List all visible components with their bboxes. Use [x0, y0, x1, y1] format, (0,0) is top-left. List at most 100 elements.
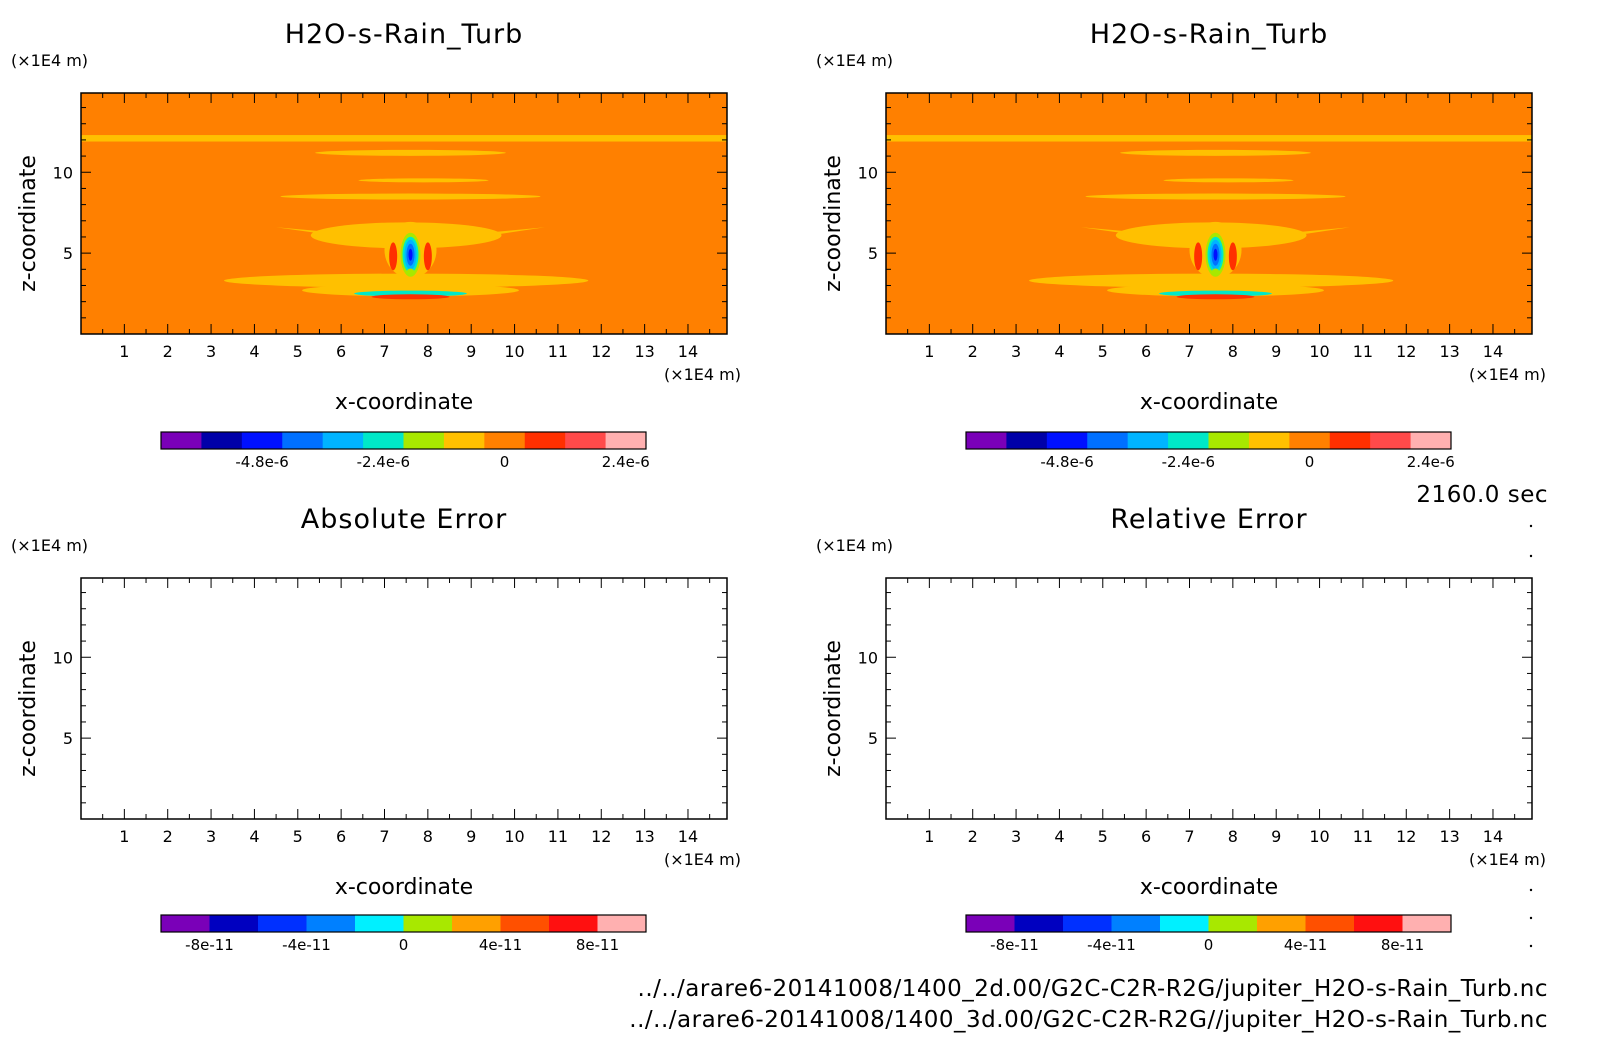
colorbar-swatch	[403, 432, 445, 449]
panel-title: Absolute Error	[301, 504, 507, 535]
x-tick-label: 5	[1098, 342, 1108, 361]
colorbar-frame	[160, 431, 647, 450]
layer-band	[315, 149, 506, 156]
x-unit-label: (×1E4 m)	[664, 365, 741, 384]
colorbar-swatch	[161, 915, 210, 932]
outflow-region	[1029, 273, 1394, 288]
cell-pos-lobe	[423, 242, 432, 271]
x-tick-label: 13	[1439, 827, 1459, 846]
margin-dot	[1529, 916, 1533, 920]
x-tick-label: 14	[1483, 342, 1503, 361]
panel-2: H2O-s-Rain_Turb(×1E4 m)(×1E4 m)1 2 3 4 5 6 7 8 9…	[816, 19, 1546, 471]
y-tick-label: 5	[63, 729, 73, 748]
y-axis-label: z-coordinate	[16, 155, 41, 292]
x-tick-label: 1	[119, 342, 129, 361]
colorbar-swatch	[1046, 432, 1088, 449]
plot-frame	[80, 577, 728, 820]
colorbar-swatch	[403, 915, 453, 932]
margin-dot	[1529, 860, 1533, 864]
y-tick-label: 5	[63, 244, 73, 263]
colorbar-tick-label: 2.4e-6	[1407, 453, 1455, 471]
colorbar-tick-label: -8e-11	[185, 936, 234, 954]
margin-dot	[1529, 888, 1533, 892]
margin-dot	[1529, 944, 1533, 948]
x-tick-label: 6	[1141, 342, 1151, 361]
y-axis-label: z-coordinate	[821, 640, 846, 777]
x-tick-label: 9	[1271, 827, 1281, 846]
x-tick-label: 9	[466, 827, 476, 846]
x-tick-label: 9	[466, 342, 476, 361]
colorbar-swatch	[1006, 432, 1048, 449]
x-tick-label: 12	[591, 342, 611, 361]
colorbar-swatch	[966, 432, 1007, 449]
x-tick-label: 6	[336, 342, 346, 361]
y-unit-label: (×1E4 m)	[816, 536, 893, 555]
x-tick-label: 10	[504, 827, 524, 846]
panel-title: Relative Error	[1110, 504, 1307, 535]
x-tick-label: 9	[1271, 342, 1281, 361]
x-tick-label: 10	[504, 342, 524, 361]
x-axis-label: x-coordinate	[335, 875, 473, 900]
panel-3: Absolute Error(×1E4 m)(×1E4 m)1 2 3 4 5 6 7 8 9 1…	[11, 504, 741, 954]
colorbar-tick-label: -4e-11	[282, 936, 331, 954]
colorbar-swatch	[161, 432, 202, 449]
colorbar-swatch	[1370, 432, 1412, 449]
colorbar-swatch	[1168, 432, 1209, 449]
colorbar-swatch	[1248, 432, 1290, 449]
y-unit-label: (×1E4 m)	[11, 51, 88, 70]
x-tick-label: 13	[634, 342, 654, 361]
margin-dot	[1529, 554, 1533, 558]
x-tick-label: 2	[163, 342, 173, 361]
panel-title: H2O-s-Rain_Turb	[1090, 19, 1329, 50]
y-axis-label: z-coordinate	[16, 640, 41, 777]
x-tick-label: 6	[336, 827, 346, 846]
x-tick-label: 11	[548, 827, 568, 846]
colorbar-tick-label: 0	[1204, 936, 1214, 954]
colorbar-tick-label: 8e-11	[576, 936, 619, 954]
x-unit-label: (×1E4 m)	[1469, 850, 1546, 869]
colorbar-swatch	[500, 915, 550, 932]
colorbar-tick-label: 0	[1305, 453, 1315, 471]
colorbar-swatch	[241, 432, 283, 449]
colorbar-swatch	[201, 432, 243, 449]
colorbar-swatch	[1127, 432, 1169, 449]
colorbar-swatch	[363, 432, 404, 449]
layer-band	[1120, 149, 1311, 156]
layer-band	[358, 178, 489, 183]
x-tick-label: 8	[423, 827, 433, 846]
colorbar-tick-label: -4.8e-6	[1040, 453, 1093, 471]
colorbar-tick-label: 4e-11	[1284, 936, 1327, 954]
x-tick-label: 10	[1309, 342, 1329, 361]
layer-band	[886, 135, 1532, 142]
layer-band	[1085, 193, 1346, 200]
colorbar-swatch	[605, 432, 647, 449]
x-tick-label: 2	[968, 342, 978, 361]
colorbar-swatch	[306, 915, 356, 932]
cell-core	[1213, 248, 1218, 261]
x-tick-label: 2	[163, 827, 173, 846]
x-tick-label: 7	[1184, 827, 1194, 846]
colorbar-swatch	[1208, 915, 1258, 932]
outflow-region	[224, 273, 589, 288]
panel-title: H2O-s-Rain_Turb	[285, 19, 524, 50]
colorbar-swatch	[1111, 915, 1161, 932]
x-axis-label: x-coordinate	[335, 390, 473, 415]
colorbar-swatch	[1402, 915, 1452, 932]
plot-frame	[885, 577, 1533, 820]
y-tick-label: 10	[53, 163, 73, 182]
colorbar-swatch	[1410, 432, 1452, 449]
colorbar-swatch	[1329, 432, 1371, 449]
x-tick-label: 12	[591, 827, 611, 846]
colorbar-swatch	[1087, 432, 1129, 449]
x-tick-label: 13	[634, 827, 654, 846]
x-axis-label: x-coordinate	[1140, 875, 1278, 900]
x-tick-label: 3	[1011, 342, 1021, 361]
margin-dot	[1529, 524, 1533, 528]
colorbar-swatch	[1305, 915, 1355, 932]
panel-4: Relative Error(×1E4 m)(×1E4 m)1 2 3 4 5 6 7 8 9 1…	[816, 504, 1546, 954]
x-tick-label: 12	[1396, 342, 1416, 361]
colorbar-tick-label: -2.4e-6	[357, 453, 410, 471]
x-tick-label: 4	[1054, 342, 1064, 361]
plot-frame	[80, 92, 728, 335]
